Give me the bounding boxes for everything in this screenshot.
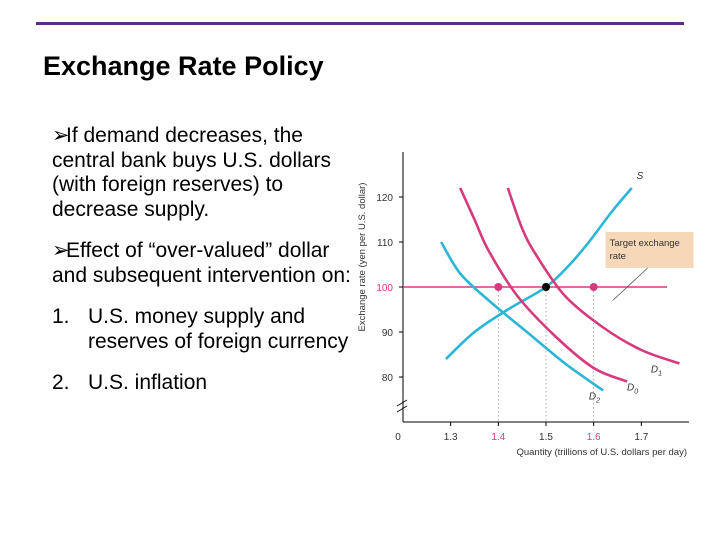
y-tick-label: 110 bbox=[377, 238, 393, 249]
curve-label: D1 bbox=[651, 365, 662, 378]
curve-label: D2 bbox=[589, 392, 600, 405]
target-label-pointer bbox=[612, 267, 648, 301]
item-text: U.S. inflation bbox=[88, 371, 208, 394]
numbered-list: 1. U.S. money supply and reserves of for… bbox=[52, 305, 352, 396]
curve-label: S bbox=[637, 171, 644, 182]
x-tick-label: 1.4 bbox=[491, 432, 505, 443]
target-label-box bbox=[605, 232, 694, 268]
curve-label-subscript: 2 bbox=[595, 398, 600, 405]
bullet-item: ➢If demand decreases, the central bank b… bbox=[52, 124, 352, 222]
curve-label: D0 bbox=[627, 383, 638, 396]
y-axis-title: Exchange rate (yen per U.S. dollar) bbox=[357, 183, 368, 332]
equilibrium-point bbox=[542, 283, 550, 291]
title-rule bbox=[36, 22, 684, 25]
y-tick-label: 120 bbox=[376, 193, 393, 204]
bullet-text: Effect of “over-valued” dollar and subse… bbox=[52, 239, 351, 287]
x-tick-label: 1.6 bbox=[587, 432, 601, 443]
x-tick-label: 1.5 bbox=[539, 432, 553, 443]
x-tick-label: 1.3 bbox=[444, 432, 458, 443]
item-number: 2. bbox=[52, 371, 70, 394]
arrow-bullet-icon: ➢ bbox=[52, 124, 70, 147]
x-axis-title: Quantity (trillions of U.S. dollars per … bbox=[516, 447, 687, 458]
y-tick-label: 100 bbox=[376, 283, 393, 294]
y-tick-label: 80 bbox=[382, 373, 394, 384]
bullet-text: If demand decreases, the central bank bu… bbox=[52, 124, 331, 221]
curve-d1 bbox=[506, 187, 680, 365]
curve-label-subscript: 1 bbox=[658, 371, 662, 378]
item-number: 1. bbox=[52, 305, 70, 328]
slide-title: Exchange Rate Policy bbox=[43, 51, 324, 81]
equilibrium-point bbox=[589, 283, 598, 291]
arrow-bullet-icon: ➢ bbox=[52, 239, 70, 262]
numbered-item: 1. U.S. money supply and reserves of for… bbox=[52, 305, 352, 354]
axis-break-mark bbox=[396, 399, 408, 413]
target-label-text: rate bbox=[610, 251, 626, 262]
item-text: U.S. money supply and reserves of foreig… bbox=[88, 305, 349, 353]
curve-d2 bbox=[440, 241, 604, 392]
x-tick-label: 1.7 bbox=[634, 432, 648, 443]
target-label-text: Target exchange bbox=[610, 238, 680, 249]
curve-d0 bbox=[459, 187, 628, 383]
y-tick-label: 90 bbox=[382, 328, 394, 339]
origin-label: 0 bbox=[395, 432, 401, 443]
curve-s bbox=[445, 187, 633, 360]
slide-body: ➢If demand decreases, the central bank b… bbox=[52, 124, 352, 413]
bullet-item: ➢Effect of “over-valued” dollar and subs… bbox=[52, 239, 352, 288]
equilibrium-point bbox=[494, 283, 503, 291]
curve-label-subscript: 0 bbox=[634, 389, 638, 396]
numbered-item: 2. U.S. inflation bbox=[52, 371, 352, 396]
